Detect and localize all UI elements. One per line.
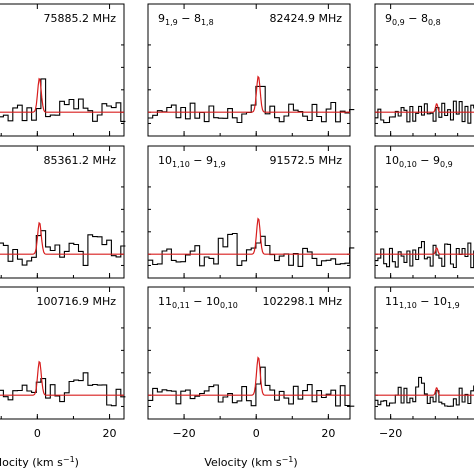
panel-p00: 75885.2 MHz — [0, 3, 126, 137]
spectrum-line — [375, 241, 474, 269]
frequency-label: 91572.5 MHz — [269, 154, 342, 167]
transition-label: 100,10 − 90,9 — [385, 154, 453, 169]
panel-frame — [0, 145, 125, 279]
fit-line — [0, 221, 124, 255]
panel-frame — [147, 3, 351, 137]
frequency-label: 82424.9 MHz — [269, 12, 342, 25]
panel-p12: 100,10 − 90,9 — [374, 145, 474, 279]
panel-frame — [147, 145, 351, 279]
tick-label: 20 — [103, 427, 117, 440]
frequency-label: 85361.2 MHz — [43, 154, 116, 167]
x-axis-label-left: locity (km s−1) — [0, 455, 79, 469]
panel-frame — [374, 3, 474, 137]
fit-line — [375, 247, 474, 255]
transition-label: 101,10 − 91,9 — [158, 154, 226, 169]
panel-p01: 82424.9 MHz 91,9 − 81,8 — [147, 3, 355, 137]
panel-p11: 91572.5 MHz 101,10 − 91,9 — [147, 145, 355, 279]
panel-frame — [374, 286, 474, 420]
frequency-label: 75885.2 MHz — [43, 12, 116, 25]
spectrum-line — [375, 100, 474, 124]
x-axis-label-center: Velocity (km s−1) — [204, 455, 297, 469]
spectrum-line — [0, 372, 126, 407]
fit-line — [0, 360, 124, 396]
tick-label: −20 — [379, 427, 402, 440]
transition-label: 91,9 − 81,8 — [158, 12, 214, 27]
transition-label: 110,11 − 100,10 — [158, 295, 238, 310]
spectrum-line — [0, 78, 126, 122]
panel-frame — [0, 286, 125, 420]
fit-line — [148, 356, 350, 396]
spectrum-line — [148, 232, 355, 267]
tick-label: 0 — [34, 427, 41, 440]
fit-line — [148, 217, 350, 255]
panel-p20: 100716.9 MHz — [0, 286, 126, 420]
tick-label: −20 — [172, 427, 195, 440]
panel-p02: 90,9 − 80,8 — [374, 3, 474, 137]
fit-line — [148, 75, 350, 113]
transition-label: 90,9 − 80,8 — [385, 12, 441, 27]
spectrum-line — [148, 366, 355, 407]
spectrum-line — [0, 230, 126, 266]
frequency-label: 102298.1 MHz — [262, 295, 342, 308]
panel-p21: 102298.1 MHz 110,11 − 100,10 — [147, 286, 355, 420]
fit-line — [375, 103, 474, 113]
fit-line — [375, 387, 474, 396]
tick-label: 20 — [321, 427, 335, 440]
spectrum-line — [148, 85, 355, 124]
panel-frame — [0, 3, 125, 137]
fit-line — [0, 77, 124, 113]
panel-frame — [147, 286, 351, 420]
spectrum-line — [375, 376, 474, 407]
panel-frame — [374, 145, 474, 279]
frequency-label: 100716.9 MHz — [36, 295, 116, 308]
transition-label: 111,10 − 101,9 — [385, 295, 460, 310]
panel-p22: 111,10 − 101,9 — [374, 286, 474, 420]
tick-label: 0 — [253, 427, 260, 440]
panel-p10: 85361.2 MHz — [0, 145, 126, 279]
